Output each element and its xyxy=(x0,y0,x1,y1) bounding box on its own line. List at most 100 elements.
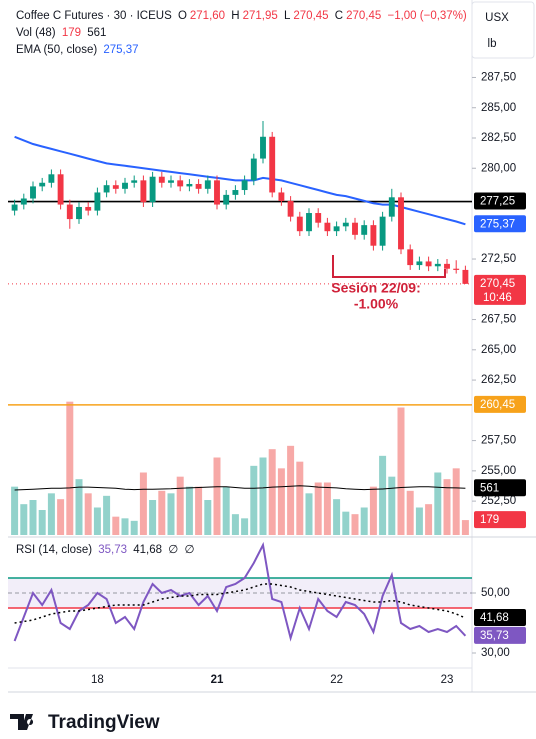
ema-label-box xyxy=(474,215,526,233)
rsi-ma-label: 41,68 xyxy=(480,612,509,624)
volume-bar xyxy=(351,514,359,535)
candle-body xyxy=(94,192,101,211)
volume-bar xyxy=(167,493,175,535)
volume-bar xyxy=(360,507,368,535)
volume-bar xyxy=(241,518,249,535)
candle-body xyxy=(112,185,119,189)
ohlc-name: O xyxy=(177,10,187,22)
unit-box[interactable] xyxy=(471,1,535,59)
y-tick-label: 255,00 xyxy=(481,465,516,477)
candle-body xyxy=(131,180,138,183)
candle-body xyxy=(48,174,55,183)
volume-bar xyxy=(388,476,396,535)
volume-bar xyxy=(130,520,138,535)
volume-bar xyxy=(231,514,239,535)
legend-value: ∅ xyxy=(184,544,195,556)
ohlc-value: 271,95 xyxy=(242,10,278,22)
volume-bar xyxy=(158,490,166,535)
y-tick-label: 285,00 xyxy=(481,102,516,114)
candle-body xyxy=(195,183,202,189)
volume-bar xyxy=(397,407,405,535)
rsi-ma-label-box xyxy=(474,608,526,626)
ohlc-name: C xyxy=(334,10,344,22)
y-tick-label: 252,50 xyxy=(481,495,516,507)
candle-body xyxy=(168,180,174,183)
candle-body xyxy=(398,197,404,250)
candle-body xyxy=(324,222,331,232)
candle-body xyxy=(122,182,128,189)
volume-bar xyxy=(443,479,451,535)
price-label-box xyxy=(474,274,526,305)
candle-body xyxy=(214,180,220,205)
title: Coffee C Futures · 30 · ICEUS xyxy=(16,10,172,22)
candle-body xyxy=(76,206,82,220)
volume-ma-label-box xyxy=(474,479,526,497)
candle-body xyxy=(361,225,368,235)
candle-body xyxy=(462,269,469,284)
candle-body xyxy=(388,197,395,217)
ohlc-value: 270,45 xyxy=(346,10,382,22)
candle-body xyxy=(30,186,36,199)
price-label-sub: 10:46 xyxy=(483,292,512,304)
volume-bar xyxy=(268,449,276,535)
legend-value: ∅ xyxy=(168,544,179,556)
volume-bar xyxy=(314,482,322,535)
volume-bar xyxy=(379,455,387,535)
y-tick-label: 257,50 xyxy=(481,435,516,447)
candle-body xyxy=(241,180,248,191)
volume-bar xyxy=(103,495,111,535)
volume-bar xyxy=(176,476,184,535)
legend-name: EMA (50, close) xyxy=(16,44,98,56)
candle-body xyxy=(149,176,156,203)
legend-value: 179 xyxy=(61,27,82,39)
y-tick-label: 265,00 xyxy=(481,344,516,356)
price-label: 270,45 xyxy=(480,278,515,290)
legend-name: Vol (48) xyxy=(16,27,56,39)
volume-ma-label: 561 xyxy=(480,482,499,494)
annotation-bracket xyxy=(332,255,446,278)
candle-body xyxy=(434,263,441,267)
volume-bar xyxy=(452,468,460,535)
volume-bar xyxy=(415,507,423,535)
volume-bar xyxy=(66,401,74,535)
y-tick-label: 272,50 xyxy=(481,253,516,265)
y-tick-label: 287,50 xyxy=(481,71,516,83)
volume-bar xyxy=(29,500,37,535)
volume-bar xyxy=(47,493,55,535)
volume-bar xyxy=(342,511,350,535)
annotation: Sesión 22/09: xyxy=(331,280,421,296)
candle-body xyxy=(186,183,193,187)
volume-label-box xyxy=(474,511,526,529)
candle-body xyxy=(232,190,239,195)
volume-legend: Vol (48) 179 561 xyxy=(16,27,109,39)
candle-body xyxy=(333,226,340,232)
volume-bar xyxy=(323,482,331,535)
volume-bar xyxy=(461,520,469,535)
volume-bar xyxy=(406,490,414,535)
volume-bar xyxy=(277,468,285,535)
volume-bar xyxy=(296,461,304,535)
volume-bar xyxy=(259,457,267,535)
change: −1,00 (−0,37%) xyxy=(387,10,467,22)
candle-body xyxy=(269,136,276,193)
candle-body xyxy=(407,249,414,266)
candle-body xyxy=(342,222,349,227)
candle-body xyxy=(103,185,110,193)
candle-body xyxy=(11,204,18,211)
candle-body xyxy=(453,268,460,270)
rsi-tick-label: 30,00 xyxy=(481,647,510,659)
volume-bar xyxy=(84,493,92,535)
x-tick-label: 18 xyxy=(91,674,104,686)
logo-text: TradingView xyxy=(48,712,160,733)
rsi-label-box xyxy=(474,626,526,644)
price-label-box xyxy=(474,395,526,413)
volume-bar xyxy=(195,486,203,535)
candle-body xyxy=(204,180,211,189)
x-tick-label: 22 xyxy=(330,674,343,686)
volume-bar xyxy=(250,465,258,535)
legend-value: 41,68 xyxy=(133,544,163,556)
candle-body xyxy=(416,261,423,266)
candle-body xyxy=(57,174,64,205)
volume-bar xyxy=(112,516,120,535)
